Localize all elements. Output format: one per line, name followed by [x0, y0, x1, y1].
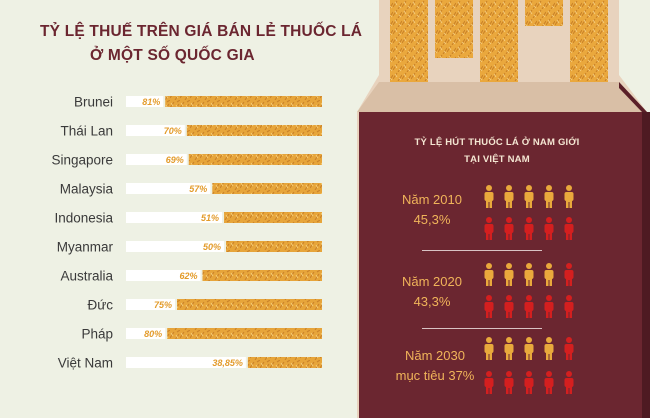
- bar-value-label: 81%: [142, 97, 160, 107]
- tax-bar: [202, 270, 322, 281]
- bar-remainder: [126, 241, 224, 252]
- person-icon: [544, 371, 554, 394]
- person-icon: [484, 337, 494, 360]
- bar-remainder: [126, 125, 185, 136]
- person-icon: [564, 185, 574, 208]
- stat-2020: Năm 2020 43,3%: [377, 272, 487, 312]
- person-icon: [564, 263, 574, 286]
- bar-remainder: [126, 96, 164, 107]
- person-icon: [504, 295, 514, 318]
- tax-bar: [167, 328, 322, 339]
- person-icon: [524, 295, 534, 318]
- bar-value-label: 70%: [164, 126, 182, 136]
- bar-value-label: 80%: [144, 329, 162, 339]
- bar-value-label: 38,85%: [212, 358, 243, 368]
- person-icon: [484, 371, 494, 394]
- person-icon: [484, 263, 494, 286]
- bar-remainder: [126, 270, 201, 281]
- bar-remainder: [126, 212, 223, 223]
- country-label: Myanmar: [57, 240, 114, 255]
- person-icon: [484, 295, 494, 318]
- bar-remainder: [126, 183, 211, 194]
- tax-bar: [212, 183, 322, 194]
- person-icon: [504, 337, 514, 360]
- divider-2: [422, 328, 542, 329]
- chart-title-line2: Ở MỘT SỐ QUỐC GIA: [90, 47, 255, 64]
- tax-bar: [177, 299, 322, 310]
- bar-value-label: 50%: [203, 242, 221, 252]
- smoking-rate-heading: TỶ LỆ HÚT THUỐC LÁ Ở NAM GIỚI TẠI VIỆT N…: [382, 134, 612, 168]
- person-icon: [544, 337, 554, 360]
- tax-bar: [186, 125, 322, 136]
- country-label: Đức: [87, 298, 113, 313]
- person-icon: [524, 185, 534, 208]
- person-icon: [564, 295, 574, 318]
- stat-2010-value: 45,3%: [413, 212, 451, 227]
- country-label: Malaysia: [60, 182, 114, 197]
- person-icon: [544, 185, 554, 208]
- smoking-heading-line2: TẠI VIỆT NAM: [464, 154, 530, 165]
- smoking-rate-panel: TỶ LỆ HÚT THUỐC LÁ Ở NAM GIỚI TẠI VIỆT N…: [357, 0, 650, 418]
- smoking-heading-line1: TỶ LỆ HÚT THUỐC LÁ Ở NAM GIỚI: [414, 137, 580, 148]
- country-label: Australia: [60, 269, 113, 284]
- country-label: Singapore: [51, 153, 113, 168]
- tax-bar: [165, 96, 322, 107]
- chart-title: TỶ LỆ THUẾ TRÊN GIÁ BÁN LẺ THUỐC LÁ Ở MỘ…: [40, 20, 363, 68]
- person-icon: [564, 371, 574, 394]
- bar-remainder: [126, 328, 166, 339]
- country-label: Brunei: [74, 95, 113, 110]
- person-icon: [524, 263, 534, 286]
- person-icon: [504, 185, 514, 208]
- tax-bar: [188, 154, 322, 165]
- stat-2030: Năm 2030 mục tiêu 37%: [375, 346, 495, 386]
- bar-value-label: 62%: [179, 271, 197, 281]
- tax-bar: [247, 357, 322, 368]
- bar-remainder: [126, 154, 187, 165]
- cigarette-2: [435, 0, 473, 58]
- person-icon: [564, 217, 574, 240]
- tax-rate-bar-chart: Brunei 81% Thái Lan 70% Singapore 69% Malaysia…: [51, 95, 322, 371]
- person-icon: [544, 263, 554, 286]
- cigarette-3: [480, 0, 518, 82]
- country-label: Pháp: [81, 327, 113, 342]
- divider-1: [422, 250, 542, 251]
- person-icon: [484, 185, 494, 208]
- tax-rate-panel: Brunei 81% Thái Lan 70% Singapore 69% Malaysia…: [40, 20, 363, 371]
- stat-2010: Năm 2010 45,3%: [377, 190, 487, 230]
- stat-2020-value: 43,3%: [413, 294, 451, 309]
- person-icon: [484, 217, 494, 240]
- cigarette-1: [390, 0, 428, 82]
- cigarette-5: [570, 0, 608, 82]
- cigarette-pack-graphic: [357, 0, 650, 418]
- person-icon: [504, 217, 514, 240]
- stat-2030-year: Năm 2030: [405, 348, 465, 363]
- stat-2030-value: mục tiêu 37%: [395, 368, 475, 383]
- person-icon: [524, 371, 534, 394]
- people-icons: [484, 185, 574, 394]
- stat-2020-year: Năm 2020: [402, 274, 462, 289]
- bar-value-label: 69%: [166, 155, 184, 165]
- bar-value-label: 57%: [189, 184, 207, 194]
- person-icon: [524, 337, 534, 360]
- bar-value-label: 75%: [154, 300, 172, 310]
- chart-title-line1: TỶ LỆ THUẾ TRÊN GIÁ BÁN LẺ THUỐC LÁ: [40, 23, 363, 40]
- country-label: Việt Nam: [58, 356, 113, 371]
- cigarette-4: [525, 0, 563, 26]
- person-icon: [544, 295, 554, 318]
- bar-remainder: [126, 357, 246, 368]
- country-label: Indonesia: [54, 211, 113, 226]
- bar-remainder: [126, 299, 175, 310]
- person-icon: [504, 263, 514, 286]
- person-icon: [564, 337, 574, 360]
- person-icon: [524, 217, 534, 240]
- bar-value-label: 51%: [201, 213, 219, 223]
- tax-bar: [226, 241, 322, 252]
- tax-bar: [224, 212, 322, 223]
- stat-2010-year: Năm 2010: [402, 192, 462, 207]
- person-icon: [544, 217, 554, 240]
- country-label: Thái Lan: [60, 124, 113, 139]
- person-icon: [504, 371, 514, 394]
